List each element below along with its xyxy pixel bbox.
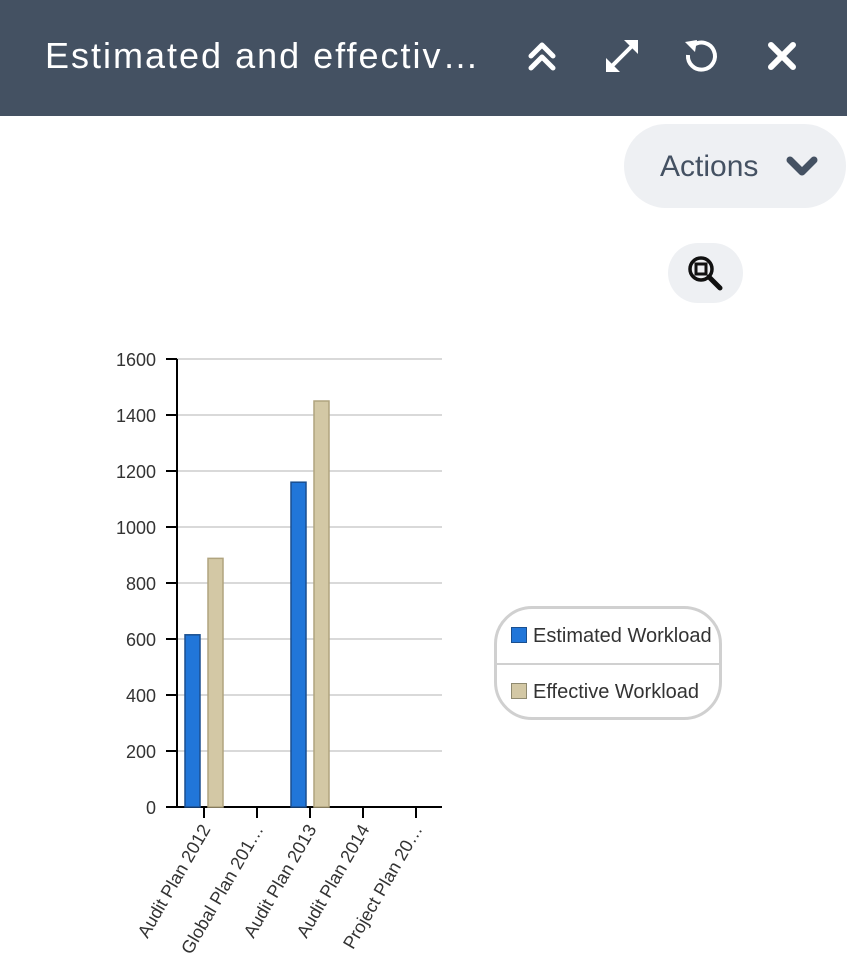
y-tick-label: 800 [126, 574, 156, 594]
y-tick-label: 1600 [116, 350, 156, 370]
window-header: Estimated and effectiv… [0, 0, 847, 116]
collapse-icon[interactable] [522, 36, 562, 76]
y-tick-label: 1000 [116, 518, 156, 538]
y-tick-label: 600 [126, 630, 156, 650]
legend-swatch-estimated [511, 627, 527, 643]
actions-button[interactable]: Actions [624, 124, 846, 208]
chevron-down-icon [786, 156, 818, 176]
legend-item-estimated[interactable]: Estimated Workload [497, 609, 719, 663]
legend-divider [497, 663, 719, 665]
chart-legend: Estimated Workload Effective Workload [494, 606, 722, 720]
y-tick-label: 1400 [116, 406, 156, 426]
legend-label-effective: Effective Workload [533, 681, 700, 703]
zoom-icon [688, 256, 723, 291]
actions-label: Actions [660, 150, 759, 183]
window-title: Estimated and effectiv… [45, 35, 481, 76]
bar-effective [207, 557, 224, 808]
expand-icon[interactable] [602, 36, 642, 76]
bar-estimated [184, 634, 201, 808]
refresh-icon[interactable] [681, 36, 721, 76]
zoom-button[interactable] [668, 243, 743, 303]
close-icon[interactable] [762, 36, 802, 76]
legend-label-estimated: Estimated Workload [533, 625, 712, 647]
y-tick-label: 400 [126, 686, 156, 706]
bar-effective [313, 400, 330, 808]
legend-swatch-effective [511, 683, 527, 699]
y-tick-label: 0 [146, 798, 156, 818]
bar-estimated [290, 481, 307, 808]
legend-item-effective[interactable]: Effective Workload [497, 665, 719, 719]
y-tick-label: 200 [126, 742, 156, 762]
y-tick-label: 1200 [116, 462, 156, 482]
